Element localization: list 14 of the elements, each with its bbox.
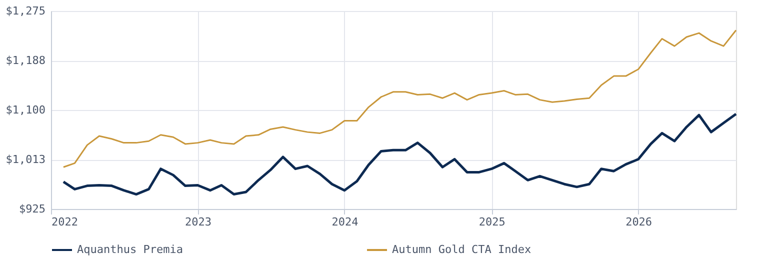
y-tick-label: $925 xyxy=(19,202,46,216)
legend-label: Autumn Gold CTA Index xyxy=(392,243,532,256)
x-tick-label: 2026 xyxy=(626,216,652,228)
x-tick-label: 2023 xyxy=(184,216,212,228)
legend-label: Aquanthus Premia xyxy=(77,243,183,256)
x-tick-label: 2022 xyxy=(52,216,78,228)
y-tick-label: $1,275 xyxy=(6,4,46,18)
y-tick-label: $1,100 xyxy=(6,104,46,116)
x-tick-label: 2025 xyxy=(478,216,506,228)
line-series xyxy=(62,29,737,168)
y-tick-label: $1,188 xyxy=(6,54,46,67)
y-tick-label: $1,013 xyxy=(6,153,46,166)
x-tick-label: 2024 xyxy=(332,216,359,228)
line-series xyxy=(62,112,738,196)
